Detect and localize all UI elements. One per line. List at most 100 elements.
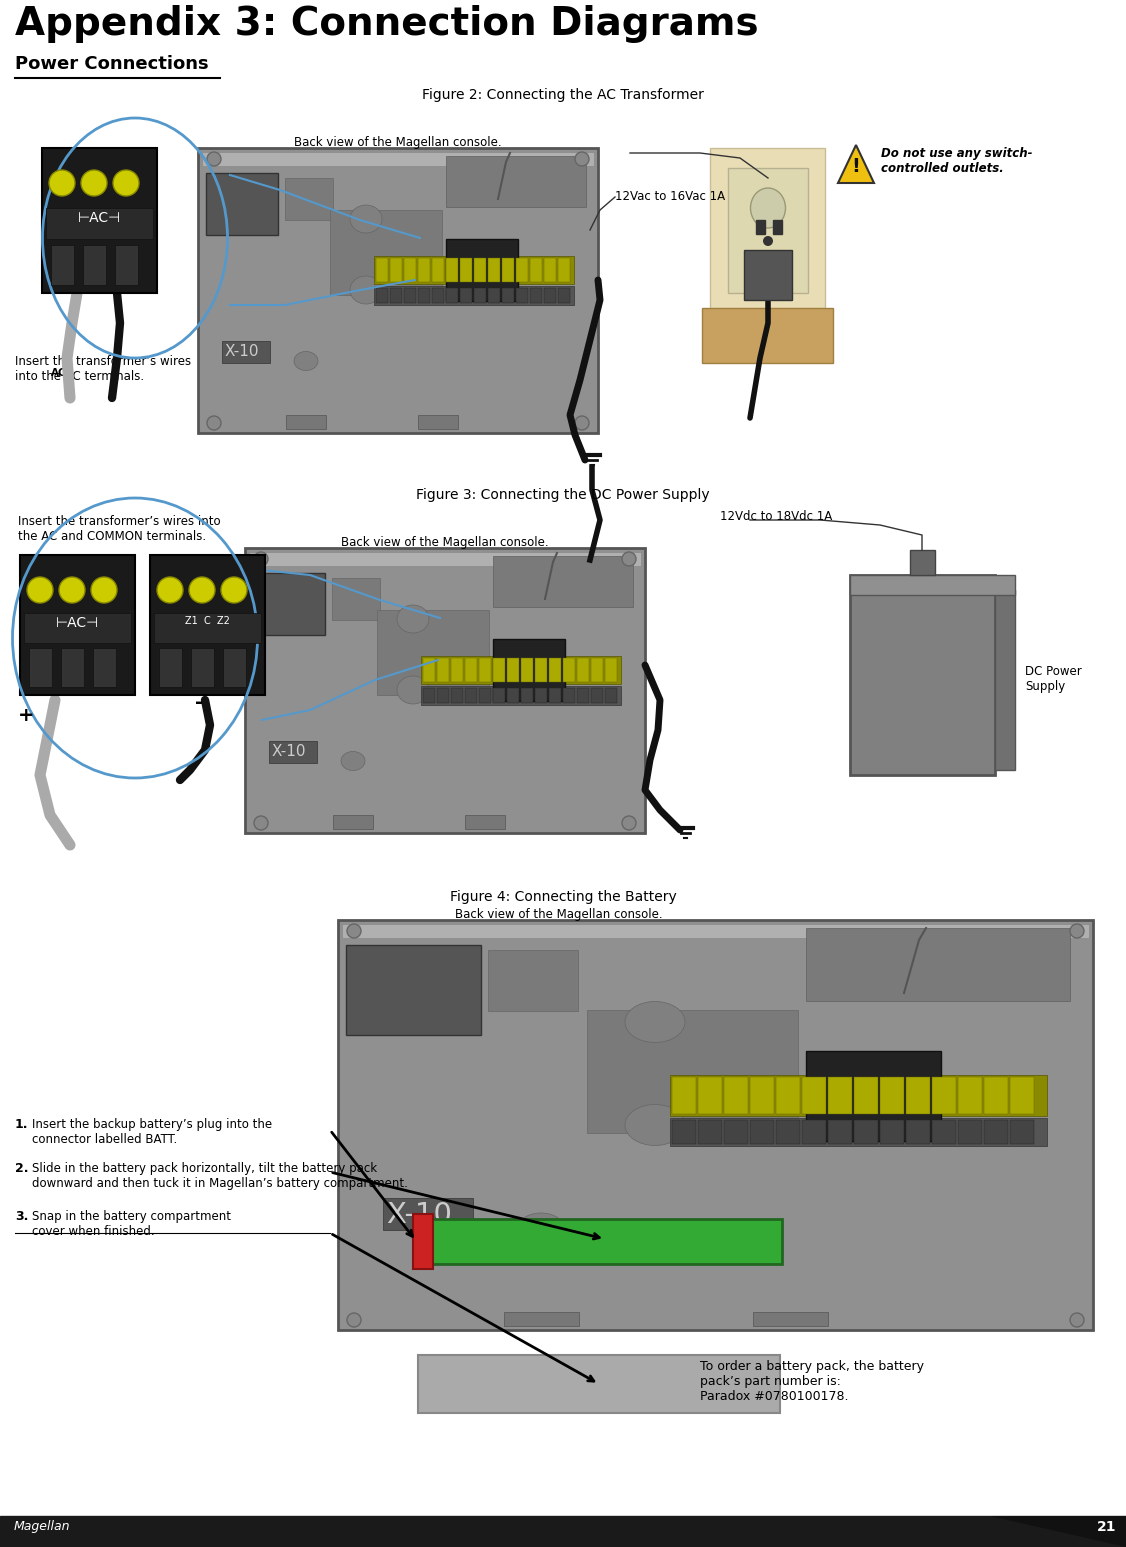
Text: Snap in the battery compartment
cover when finished.: Snap in the battery compartment cover wh… xyxy=(32,1210,231,1238)
Bar xyxy=(223,648,245,687)
Ellipse shape xyxy=(751,189,786,227)
Bar xyxy=(577,657,589,682)
Text: Z1  C  Z2: Z1 C Z2 xyxy=(185,616,230,627)
Bar xyxy=(461,288,472,303)
Circle shape xyxy=(1070,924,1084,937)
Bar xyxy=(404,288,415,303)
Bar xyxy=(729,169,808,292)
Bar xyxy=(502,258,513,282)
Text: Figure 4: Connecting the Battery: Figure 4: Connecting the Battery xyxy=(449,890,677,903)
Bar xyxy=(724,1077,748,1114)
Bar xyxy=(285,178,333,220)
Bar xyxy=(521,657,533,682)
Text: !: ! xyxy=(851,156,860,176)
Bar xyxy=(958,1120,982,1143)
Bar xyxy=(29,648,52,687)
Polygon shape xyxy=(910,551,935,575)
Circle shape xyxy=(575,152,589,166)
Bar xyxy=(558,288,570,303)
Bar xyxy=(446,288,458,303)
Text: Appendix 3: Connection Diagrams: Appendix 3: Connection Diagrams xyxy=(15,5,759,43)
Bar xyxy=(338,920,1093,1330)
Bar xyxy=(802,1120,826,1143)
Bar xyxy=(432,288,444,303)
Bar xyxy=(20,555,135,695)
Circle shape xyxy=(622,552,636,566)
Bar xyxy=(670,1118,1047,1146)
Bar xyxy=(154,613,261,644)
Bar xyxy=(776,1077,799,1114)
Bar xyxy=(881,1120,904,1143)
Bar xyxy=(544,288,556,303)
Bar xyxy=(698,1120,722,1143)
Bar xyxy=(222,340,270,364)
Bar xyxy=(61,648,84,687)
Circle shape xyxy=(254,815,268,831)
Ellipse shape xyxy=(518,1213,563,1241)
Bar xyxy=(672,1077,696,1114)
Text: Do not use any switch-
controlled outlets.: Do not use any switch- controlled outlet… xyxy=(881,147,1033,175)
Text: 3.: 3. xyxy=(15,1210,28,1224)
Bar xyxy=(404,258,415,282)
Polygon shape xyxy=(838,145,874,183)
Text: 21: 21 xyxy=(1097,1521,1117,1535)
Bar xyxy=(488,288,500,303)
Bar xyxy=(423,688,435,702)
Circle shape xyxy=(254,552,268,566)
Bar xyxy=(374,286,574,305)
Ellipse shape xyxy=(294,351,318,370)
Bar xyxy=(591,688,604,702)
Bar xyxy=(587,1010,798,1132)
Bar xyxy=(0,1516,1126,1547)
Bar xyxy=(479,657,491,682)
Bar xyxy=(461,258,472,282)
Bar xyxy=(958,1077,982,1114)
Circle shape xyxy=(622,815,636,831)
Bar xyxy=(390,288,402,303)
Bar xyxy=(377,610,489,695)
Bar xyxy=(418,415,458,429)
Circle shape xyxy=(189,577,215,603)
Bar xyxy=(269,741,318,763)
Bar xyxy=(383,1197,473,1230)
Bar xyxy=(437,688,449,702)
Bar xyxy=(549,657,561,682)
Bar xyxy=(488,950,578,1012)
Bar xyxy=(516,258,528,282)
Bar xyxy=(332,579,379,620)
Bar xyxy=(850,575,1015,596)
Bar xyxy=(828,1120,852,1143)
Bar xyxy=(493,639,565,701)
Text: X-10: X-10 xyxy=(386,1200,452,1228)
Bar xyxy=(376,288,388,303)
Bar xyxy=(159,648,182,687)
Ellipse shape xyxy=(350,275,382,305)
Bar xyxy=(530,258,542,282)
Bar xyxy=(984,1077,1008,1114)
Bar xyxy=(605,688,617,702)
Bar xyxy=(516,288,528,303)
Bar xyxy=(446,238,518,302)
Ellipse shape xyxy=(625,1001,685,1043)
Bar xyxy=(753,1312,828,1326)
Bar xyxy=(605,657,617,682)
Bar xyxy=(806,928,1070,1001)
Bar xyxy=(906,1077,930,1114)
Text: Back view of the Magellan console.: Back view of the Magellan console. xyxy=(455,908,662,920)
Bar xyxy=(46,207,153,238)
Bar xyxy=(286,415,327,429)
Bar xyxy=(93,648,116,687)
Bar xyxy=(202,152,595,166)
Bar xyxy=(698,1077,722,1114)
Bar xyxy=(446,258,458,282)
Bar xyxy=(418,288,430,303)
Bar xyxy=(854,1120,878,1143)
Circle shape xyxy=(1070,1313,1084,1327)
Bar xyxy=(488,258,500,282)
Bar xyxy=(198,149,598,433)
Ellipse shape xyxy=(350,206,382,234)
Bar xyxy=(474,258,486,282)
Bar xyxy=(493,555,633,606)
Bar xyxy=(591,657,604,682)
Bar xyxy=(507,657,519,682)
